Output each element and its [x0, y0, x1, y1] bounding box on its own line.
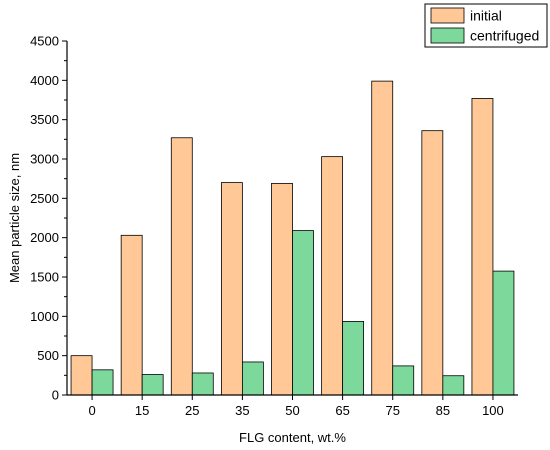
bar-initial-85	[421, 130, 444, 396]
bar-initial-25	[170, 137, 193, 396]
y-tick-label: 1500	[30, 270, 59, 285]
bar-centrifuged-25	[191, 372, 214, 396]
bar-initial-15	[120, 234, 143, 396]
bar-initial-0	[70, 355, 93, 396]
bar-centrifuged-65	[342, 321, 365, 396]
legend-label-centrifuged: centrifuged	[470, 28, 539, 44]
bar-initial-65	[321, 156, 344, 396]
x-tick-label: 65	[335, 403, 349, 418]
x-tick-label: 25	[185, 403, 199, 418]
y-tick-label: 0	[52, 388, 59, 403]
y-ticks: 0 500 1000 1500 2000 2500 3000 3500 4000 4500	[30, 34, 67, 403]
bar-centrifuged-75	[392, 365, 415, 396]
bar-initial-35	[220, 182, 243, 396]
x-axis-title: FLG content, wt.%	[239, 430, 346, 445]
bar-centrifuged-85	[442, 375, 465, 396]
y-tick-label: 2500	[30, 191, 59, 206]
y-tick-label: 3500	[30, 112, 59, 127]
y-tick-label: 1000	[30, 309, 59, 324]
x-tick-label: 75	[385, 403, 399, 418]
legend-label-initial: initial	[470, 8, 502, 24]
y-tick-label: 3000	[30, 152, 59, 167]
bar-initial-100	[471, 98, 494, 396]
legend-swatch-initial	[430, 7, 465, 24]
bar-centrifuged-0	[91, 369, 114, 396]
bar-centrifuged-15	[141, 374, 164, 396]
bar-initial-50	[271, 182, 293, 396]
legend-swatch-centrifuged	[430, 27, 465, 44]
y-tick-label: 4000	[30, 73, 59, 88]
x-tick-label: 50	[285, 403, 299, 418]
x-tick-label: 15	[135, 403, 149, 418]
legend: initial centrifuged	[424, 3, 548, 48]
bars-layer	[70, 80, 515, 396]
x-ticks: 0 15 25 35 50 65 75 85 100	[88, 395, 504, 418]
x-tick-label: 85	[436, 403, 450, 418]
y-tick-label: 500	[37, 348, 59, 363]
x-tick-label: 100	[482, 403, 504, 418]
y-tick-label: 2000	[30, 230, 59, 245]
bar-centrifuged-35	[241, 361, 264, 396]
x-tick-label: 0	[88, 403, 95, 418]
y-axis-title: Mean particle size, nm	[7, 153, 22, 283]
x-tick-label: 35	[235, 403, 249, 418]
bar-centrifuged-50	[292, 230, 314, 396]
y-tick-label: 4500	[30, 34, 59, 49]
bar-centrifuged-100	[492, 270, 515, 396]
bar-initial-75	[371, 80, 394, 396]
